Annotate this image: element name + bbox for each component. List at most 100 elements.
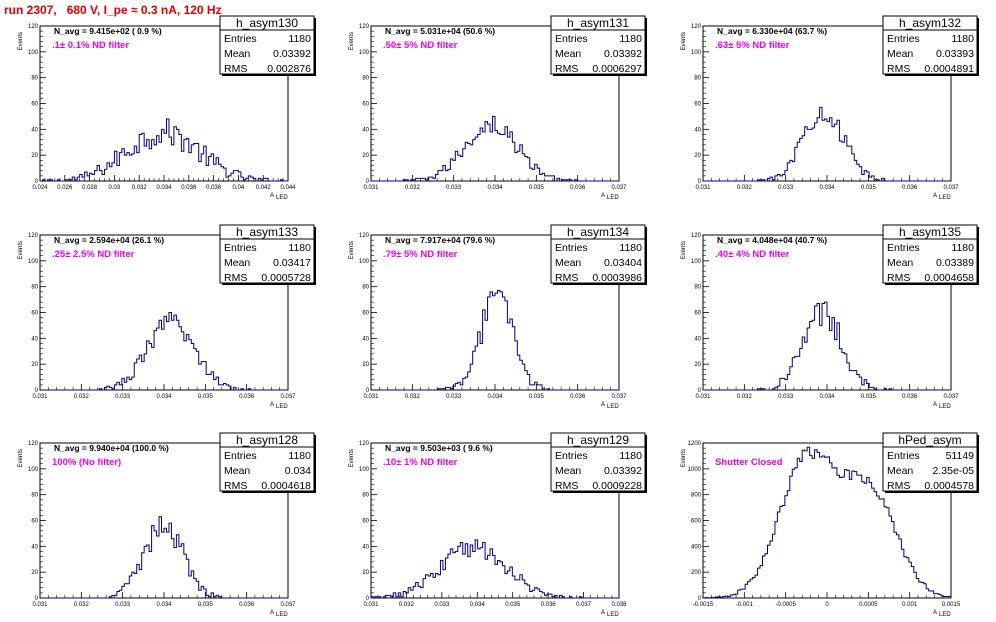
x-tick-label: 0.032 [737, 394, 753, 400]
x-axis-title: A [270, 402, 274, 408]
n-avg-label: N_avg = 9.940e+04 (100.0 %) [54, 443, 169, 453]
stats-label-rms: RMS [224, 272, 247, 284]
x-tick-label: 0.034 [487, 394, 503, 400]
y-tick-label: 1000 [688, 467, 702, 473]
x-tick-label: 0.031 [363, 602, 379, 608]
y-tick-label: 60 [31, 102, 38, 108]
stats-value-entries: 1180 [951, 33, 974, 45]
stats-label-mean: Mean [887, 465, 913, 477]
x-axis-title-subscript: LED [939, 404, 951, 410]
histogram-panel-h_asym129: 0 20 40 60 80 100 120 0.031 0.032 0.033 0.034 0.035… [349, 432, 647, 618]
x-axis-title: A [933, 402, 937, 408]
y-tick-label: 0 [698, 388, 702, 394]
y-tick-label: 60 [362, 519, 369, 525]
x-tick-label: 0.033 [446, 394, 462, 400]
x-tick-label: 0.035 [861, 185, 877, 191]
histogram-line [40, 516, 288, 599]
y-tick-label: 100 [691, 259, 702, 265]
y-axis-title: Events [681, 449, 687, 467]
x-tick-label: 0.033 [778, 185, 794, 191]
y-tick-label: 100 [28, 467, 39, 473]
stats-box [219, 224, 315, 284]
y-tick-label: 80 [694, 285, 701, 291]
y-tick-label: 80 [362, 285, 369, 291]
x-tick-label: 0.032 [405, 394, 421, 400]
n-avg-label: N_avg = 4.048e+04 (40.7 %) [717, 235, 827, 245]
x-tick-label: 0.036 [570, 185, 586, 191]
histogram-line [40, 118, 288, 182]
x-tick-label: 0.038 [206, 185, 222, 191]
stats-histogram-name: h_asym129 [567, 433, 629, 447]
stats-label-rms: RMS [224, 63, 247, 75]
stats-value-entries: 1180 [619, 242, 642, 254]
stats-value-mean: 0.03404 [604, 257, 642, 269]
stats-label-rms: RMS [887, 480, 910, 492]
stats-value-rms: 0.0003986 [592, 272, 642, 284]
x-tick-label: 0.034 [156, 394, 172, 400]
stats-label-rms: RMS [887, 63, 910, 75]
y-axis-title: Events [349, 241, 355, 259]
x-tick-label: 0.032 [74, 602, 90, 608]
y-tick-label: 60 [362, 102, 369, 108]
stats-histogram-name: h_asym133 [236, 225, 298, 239]
x-tick-label: 0.036 [239, 394, 255, 400]
y-tick-label: 120 [359, 24, 370, 30]
y-tick-label: 60 [694, 311, 701, 317]
y-tick-label: 120 [691, 24, 702, 30]
filter-annotation: .79± 5% ND filter [383, 249, 458, 260]
y-tick-label: 20 [362, 570, 369, 576]
stats-value-mean: 0.03392 [604, 48, 642, 60]
stats-label-entries: Entries [887, 242, 920, 254]
stats-label-entries: Entries [887, 450, 920, 462]
y-tick-label: 80 [31, 76, 38, 82]
stats-histogram-name: h_asym131 [567, 16, 629, 30]
y-tick-label: 100 [359, 50, 370, 56]
y-tick-label: 120 [28, 24, 39, 30]
stats-label-entries: Entries [887, 33, 920, 45]
stats-label-entries: Entries [224, 33, 257, 45]
y-tick-label: 0 [35, 596, 39, 602]
x-tick-label: 0.035 [529, 394, 545, 400]
stats-label-mean: Mean [887, 257, 913, 269]
stats-box [219, 432, 315, 492]
x-axis-title-subscript: LED [939, 612, 951, 618]
stats-value-entries: 1180 [619, 450, 642, 462]
histogram-panel-h_asym130: 0 20 40 60 80 100 120 0.024 0.026 0.028 0.03 0.032 0… [18, 15, 316, 201]
x-tick-label: 0.036 [902, 185, 918, 191]
stats-label-entries: Entries [224, 450, 257, 462]
x-tick-label: 0.037 [576, 602, 592, 608]
x-tick-label: 0.031 [32, 602, 48, 608]
x-axis-title: A [601, 402, 605, 408]
y-tick-label: 40 [362, 127, 369, 133]
x-tick-label: 0.037 [611, 185, 627, 191]
stats-box [219, 15, 315, 75]
stats-label-rms: RMS [555, 272, 578, 284]
y-axis-title: Events [349, 449, 355, 467]
stats-box [882, 15, 978, 75]
histogram-line [702, 446, 952, 599]
histogram-line [40, 312, 288, 391]
x-axis-title: A [601, 610, 605, 616]
n-avg-label: N_avg = 2.594e+04 (26.1 %) [54, 235, 164, 245]
stats-label-rms: RMS [224, 480, 247, 492]
histogram-line [703, 106, 951, 182]
y-tick-label: 20 [31, 153, 38, 159]
y-axis-title: Events [18, 32, 24, 50]
x-axis-title: A [270, 193, 274, 199]
x-tick-label: 0.037 [611, 394, 627, 400]
stats-value-mean: 0.03417 [273, 257, 311, 269]
stats-box [550, 224, 646, 284]
y-tick-label: 0 [698, 596, 702, 602]
x-axis-title-subscript: LED [276, 612, 288, 618]
stats-value-rms: 0.0004658 [924, 272, 974, 284]
x-axis-title: A [270, 610, 274, 616]
n-avg-label: N_avg = 6.330e+04 (63.7 %) [717, 26, 827, 36]
filter-annotation: 100% (No filter) [52, 457, 121, 468]
y-tick-label: 60 [31, 519, 38, 525]
y-tick-label: 80 [362, 76, 369, 82]
x-tick-label: 0.034 [156, 185, 172, 191]
filter-annotation: .25± 2.5% ND filter [52, 249, 135, 260]
stats-label-mean: Mean [555, 48, 581, 60]
filter-annotation: .63± 5% ND filter [715, 40, 790, 51]
y-tick-label: 120 [28, 441, 39, 447]
